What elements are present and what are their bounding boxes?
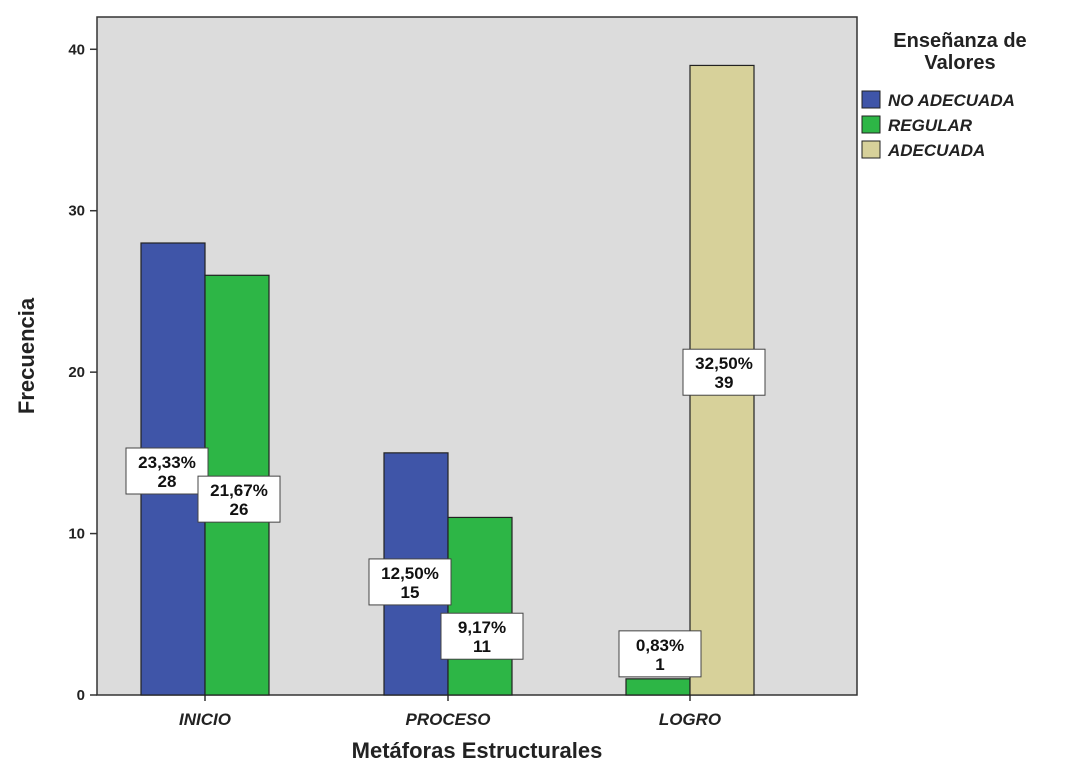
data-label: 21,67%26 [197,475,281,523]
legend-swatch [861,140,881,159]
bar [625,678,691,696]
legend: Enseñanza de Valores NO ADECUADA REGULAR A… [861,30,1027,160]
legend-swatch [861,115,881,134]
data-label: 0,83%1 [618,630,702,678]
y-tick-label: 20 [68,364,85,381]
data-label-count: 11 [473,637,491,656]
data-label-count: 26 [230,500,249,519]
legend-label: ADECUADA [887,141,985,160]
legend-title-line-2: Valores [924,52,995,74]
data-label-box [440,612,524,660]
data-label-percent: 0,83% [636,636,684,655]
legend-title-line-1: Enseñanza de [893,30,1026,52]
y-tick-label: 0 [77,687,85,704]
data-label-count: 39 [715,373,734,392]
data-label: 9,17%11 [440,612,524,660]
data-label-box [197,475,281,523]
data-label-box [682,348,766,396]
y-tick-label: 10 [68,526,85,543]
y-axis-title: Frecuencia [14,297,39,414]
data-label-percent: 21,67% [210,481,268,500]
data-label-percent: 12,50% [381,564,439,583]
data-label-count: 15 [401,583,420,602]
legend-label: REGULAR [888,116,973,135]
data-label: 32,50%39 [682,348,766,396]
data-label-box [368,558,452,606]
data-label-box [618,630,702,678]
data-label: 23,33%28 [125,447,209,495]
y-tick-label: 40 [68,41,85,58]
y-tick-label: 30 [68,203,85,220]
data-label: 12,50%15 [368,558,452,606]
x-axis-title: Metáforas Estructurales [352,738,603,763]
x-tick-label: PROCESO [405,710,490,729]
data-label-count: 1 [655,655,664,674]
data-label-percent: 23,33% [138,453,196,472]
x-tick-label: LOGRO [659,710,721,729]
x-tick-label: INICIO [179,710,231,729]
legend-label: NO ADECUADA [888,91,1015,110]
data-label-count: 28 [158,472,177,491]
bar [447,516,513,696]
legend-swatch [861,90,881,109]
data-label-box [125,447,209,495]
data-label-percent: 9,17% [458,618,506,637]
data-label-percent: 32,50% [695,354,753,373]
